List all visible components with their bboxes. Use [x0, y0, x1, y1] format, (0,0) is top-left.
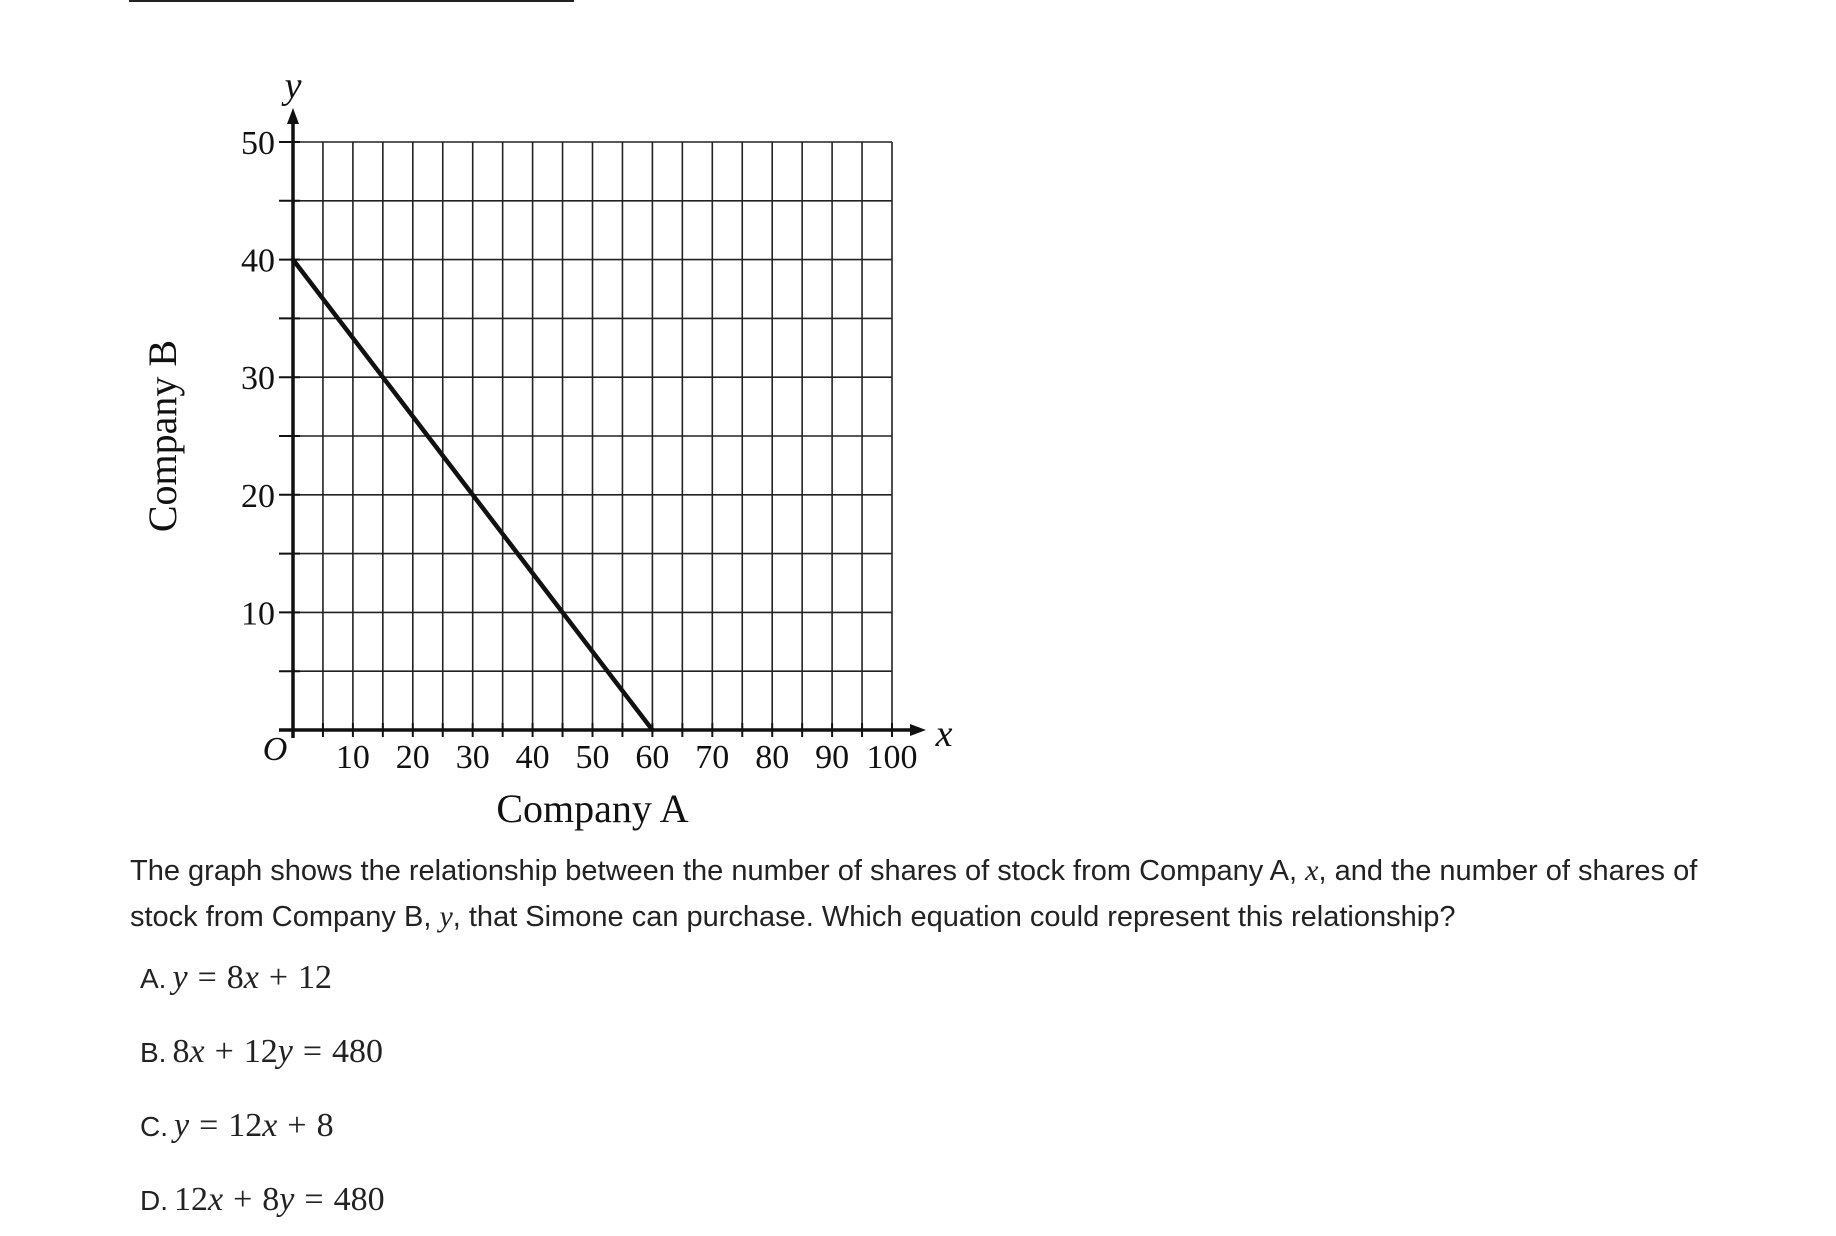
math-number: 8 — [316, 1107, 334, 1144]
math-variable: y — [277, 1033, 293, 1070]
math-operator: + — [287, 1107, 307, 1144]
x-tick-label: 10 — [336, 739, 370, 776]
question-part-2: , and the number of shares of stock from… — [130, 855, 1698, 933]
x-tick-label: 60 — [635, 739, 669, 776]
choice-c-letter: C. — [140, 1111, 168, 1142]
math-variable: x — [262, 1107, 278, 1144]
math-number: 8 — [172, 1033, 190, 1070]
labels: 10 20 30 40 50 60 70 80 90 100 10 20 30 40 50 O x y Compan… — [140, 65, 953, 831]
x-tick-label: 30 — [456, 739, 490, 776]
origin-label: O — [263, 731, 288, 768]
math-variable: y — [172, 959, 188, 996]
x-axis-arrow-icon — [910, 724, 926, 736]
y-axis-arrow-icon — [287, 108, 299, 124]
math-variable: y — [174, 1107, 190, 1144]
x-axis-letter: x — [935, 713, 953, 755]
math-operator: = — [197, 959, 217, 996]
math-variable: x — [243, 959, 259, 996]
choice-d-equation: 12x +8y = 480 — [174, 1181, 385, 1218]
math-variable: x — [189, 1033, 205, 1070]
choice-b-letter: B. — [140, 1037, 167, 1068]
series — [290, 257, 655, 733]
math-number: 2 — [191, 1181, 208, 1218]
top-divider — [129, 0, 574, 2]
question-part-1: The graph shows the relationship between… — [130, 855, 1306, 887]
math-number: 4 — [333, 1181, 351, 1218]
axes — [279, 108, 926, 738]
x-tick-label: 100 — [867, 739, 918, 776]
y-axis-title: Company B — [140, 340, 185, 532]
math-number: 8 — [349, 1033, 367, 1070]
line-chart: 10 20 30 40 50 60 70 80 90 100 10 20 30 40 50 O x y Compan… — [140, 65, 953, 831]
choice-b-equation: 8x +12y = 480 — [172, 1033, 383, 1070]
x-tick-label: 80 — [755, 739, 789, 776]
choice-c[interactable]: C. y = 12x +8 — [140, 1106, 334, 1147]
question-var-y: y — [439, 900, 453, 933]
math-variable: y — [279, 1181, 295, 1218]
x-tick-label: 70 — [695, 739, 729, 776]
y-tick-label: 50 — [241, 125, 275, 162]
math-number: 2 — [315, 959, 333, 996]
y-tick-label: 30 — [241, 360, 275, 397]
math-number: 8 — [226, 959, 244, 996]
choice-a-letter: A. — [140, 963, 167, 994]
tick-marks — [279, 141, 893, 737]
math-number: 4 — [332, 1033, 350, 1070]
math-operator: + — [233, 1181, 253, 1218]
math-number: 0 — [367, 1181, 385, 1218]
data-line — [290, 257, 655, 733]
question-part-3: , that Simone can purchase. Which equati… — [452, 901, 1456, 933]
question-var-x: x — [1305, 854, 1319, 887]
y-tick-label: 10 — [241, 595, 275, 632]
choice-b[interactable]: B. 8x +12y = 480 — [140, 1032, 383, 1073]
x-tick-label: 20 — [396, 739, 430, 776]
choice-c-equation: y = 12x +8 — [174, 1107, 334, 1144]
y-axis-letter: y — [281, 65, 302, 107]
math-number: 8 — [350, 1181, 368, 1218]
math-number: 8 — [262, 1181, 280, 1218]
grid-lines — [293, 141, 893, 730]
math-number: 1 — [174, 1181, 191, 1218]
math-operator: = — [199, 1107, 219, 1144]
math-number: 2 — [245, 1107, 263, 1144]
math-operator: + — [268, 959, 289, 996]
question-text: The graph shows the relationship between… — [130, 848, 1730, 940]
choice-d-letter: D. — [140, 1185, 168, 1216]
y-tick-label: 40 — [241, 243, 275, 280]
math-variable: x — [208, 1181, 224, 1218]
x-tick-label: 50 — [576, 739, 610, 776]
x-tick-label: 90 — [815, 739, 849, 776]
x-axis-title: Company A — [496, 786, 688, 831]
math-operator: = — [304, 1181, 324, 1218]
math-number: 1 — [298, 959, 316, 996]
choice-a-equation: y = 8x +12 — [172, 959, 332, 996]
math-operator: = — [302, 1033, 323, 1070]
choice-a[interactable]: A. y = 8x +12 — [140, 958, 332, 999]
choice-d[interactable]: D. 12x +8y = 480 — [140, 1180, 385, 1221]
math-number: 2 — [260, 1033, 278, 1070]
x-tick-label: 40 — [516, 739, 550, 776]
math-number: 1 — [228, 1107, 246, 1144]
y-tick-label: 20 — [241, 478, 275, 515]
math-operator: + — [214, 1033, 234, 1070]
math-number: 0 — [366, 1033, 384, 1070]
math-number: 1 — [243, 1033, 261, 1070]
